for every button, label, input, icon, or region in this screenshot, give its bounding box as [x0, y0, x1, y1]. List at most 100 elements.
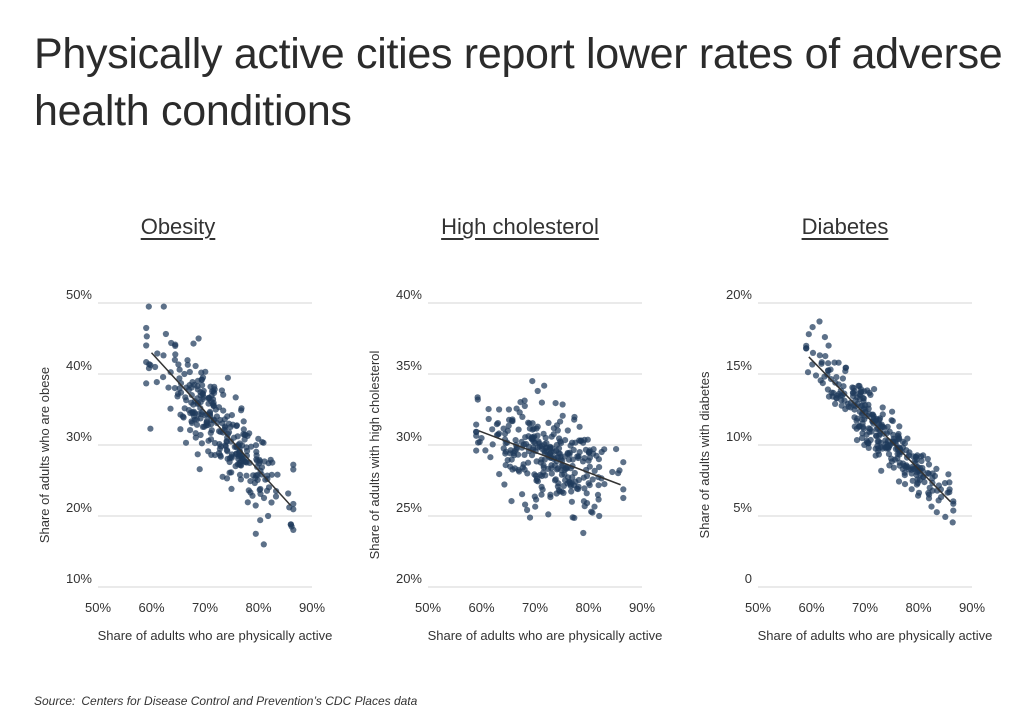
x-tick-label: 90%	[959, 600, 985, 615]
y-tick-label: 40%	[396, 287, 422, 302]
scatter-point	[928, 503, 935, 510]
scatter-point	[889, 408, 896, 415]
y-tick-label: 10%	[726, 429, 752, 444]
scatter-point	[273, 488, 280, 495]
scatter-point	[147, 362, 154, 369]
scatter-point	[929, 475, 936, 482]
scatter-point	[942, 513, 949, 520]
scatter-point	[822, 353, 829, 360]
scatter-point	[263, 487, 271, 494]
scatter-point	[816, 318, 823, 325]
scatter-point	[888, 458, 895, 465]
scatter-point	[167, 405, 174, 412]
scatter-point	[227, 438, 235, 445]
x-tick-label: 80%	[575, 600, 601, 615]
scatter-point	[232, 394, 239, 401]
x-tick-label: 90%	[299, 600, 325, 615]
scatter-point	[541, 456, 548, 463]
scatter-point	[571, 416, 578, 423]
scatter-point	[187, 427, 194, 434]
scatter-point	[926, 484, 933, 491]
scatter-point	[252, 502, 259, 509]
scatter-point	[489, 441, 496, 448]
scatter-point	[285, 490, 292, 497]
scatter-point	[894, 446, 901, 453]
scatter-point	[904, 435, 911, 442]
scatter-point	[565, 456, 573, 463]
scatter-point	[272, 493, 280, 500]
scatter-point	[571, 514, 578, 521]
scatter-point	[542, 434, 549, 441]
scatter-point	[526, 425, 533, 432]
scatter-point	[825, 360, 832, 367]
scatter-point	[581, 436, 588, 443]
scatter-point	[620, 459, 627, 466]
scatter-point	[534, 432, 541, 439]
scatter-point	[473, 428, 480, 436]
scatter-point	[512, 437, 519, 444]
scatter-point	[505, 406, 512, 413]
scatter-point	[564, 450, 571, 458]
scatter-point	[160, 352, 167, 359]
scatter-point	[591, 467, 598, 474]
scatter-point	[901, 440, 908, 447]
scatter-point	[184, 361, 191, 368]
scatter-point	[853, 437, 861, 444]
scatter-point	[228, 412, 235, 419]
scatter-point	[545, 511, 552, 518]
scatter-point	[224, 448, 231, 455]
scatter-point	[895, 478, 903, 485]
scatter-point	[290, 526, 297, 533]
scatter-point	[859, 394, 866, 401]
scatter-point	[875, 432, 883, 439]
scatter-point	[171, 356, 178, 363]
scatter-point	[941, 480, 949, 487]
scatter-point	[935, 482, 942, 489]
scatter-point	[596, 512, 603, 520]
y-axis-label: Share of adults with diabetes	[697, 371, 712, 538]
scatter-point	[538, 483, 545, 490]
scatter-point	[215, 450, 223, 457]
scatter-point	[933, 465, 940, 472]
scatter-point	[591, 503, 598, 510]
scatter-point	[586, 448, 593, 456]
scatter-point	[261, 458, 268, 465]
scatter-point	[538, 491, 545, 498]
x-tick-label: 60%	[138, 600, 164, 615]
scatter-point	[901, 469, 908, 476]
scatter-point	[529, 420, 536, 427]
scatter-point	[147, 425, 154, 432]
scatter-point	[583, 490, 590, 497]
scatter-point	[226, 469, 233, 476]
x-axis-label: Share of adults who are physically activ…	[428, 628, 663, 643]
scatter-point	[268, 499, 275, 506]
scatter-point	[145, 303, 152, 310]
scatter-point	[210, 401, 217, 408]
scatter-point	[478, 435, 485, 442]
y-tick-label: 0	[745, 571, 752, 586]
x-tick-label: 60%	[468, 600, 494, 615]
scatter-point	[809, 349, 817, 356]
scatter-point	[172, 351, 179, 358]
scatter-point	[859, 420, 866, 427]
scatter-point	[493, 421, 500, 428]
scatter-point	[564, 480, 571, 487]
scatter-point	[586, 482, 593, 489]
scatter-point	[143, 342, 150, 349]
trend-line	[150, 352, 292, 506]
scatter-point	[921, 479, 928, 486]
scatter-point	[581, 503, 588, 510]
scatter-point	[188, 392, 195, 399]
scatter-point	[521, 402, 528, 410]
scatter-point	[530, 438, 537, 446]
scatter-point	[175, 361, 182, 368]
chart-title-diabetes: Diabetes	[801, 214, 889, 239]
scatter-point	[220, 407, 227, 414]
scatter-point	[833, 395, 840, 402]
scatter-point	[220, 391, 227, 398]
scatter-point	[160, 303, 167, 310]
scatter-point	[205, 448, 212, 455]
scatter-point	[835, 359, 842, 366]
scatter-point	[803, 345, 810, 352]
